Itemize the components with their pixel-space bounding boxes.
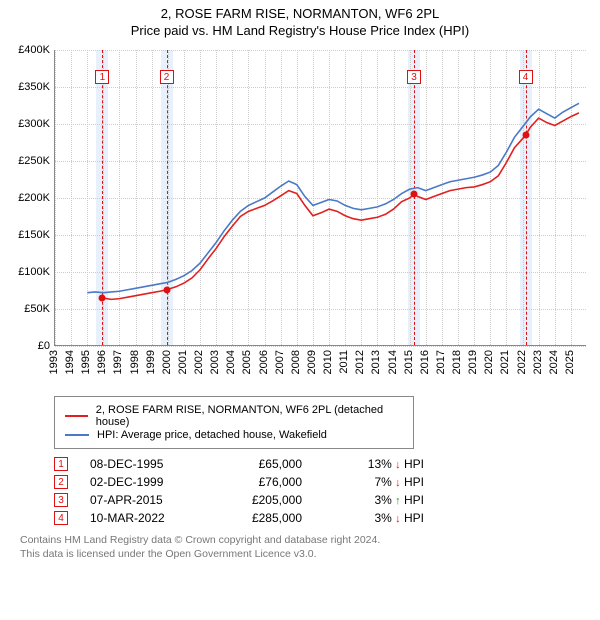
x-axis-label: 2002 <box>193 350 205 374</box>
y-axis-label: £200K <box>10 192 50 204</box>
marker-number-box: 2 <box>160 70 174 84</box>
arrow-up-icon: ↑ <box>395 495 401 507</box>
x-axis-label: 2001 <box>177 350 189 374</box>
sales-marker-box: 2 <box>54 475 68 489</box>
x-axis-label: 2021 <box>499 350 511 374</box>
y-axis-label: £250K <box>10 155 50 167</box>
legend-label: 2, ROSE FARM RISE, NORMANTON, WF6 2PL (d… <box>96 404 403 428</box>
y-axis-label: £400K <box>10 44 50 56</box>
marker-number-box: 1 <box>95 70 109 84</box>
marker-dot <box>163 286 170 293</box>
x-axis-label: 2017 <box>435 350 447 374</box>
sales-row: 3 07-APR-2015 £205,000 3% ↑ HPI <box>54 493 590 507</box>
sales-date: 07-APR-2015 <box>90 493 200 507</box>
sales-row: 2 02-DEC-1999 £76,000 7% ↓ HPI <box>54 475 590 489</box>
sales-table: 1 08-DEC-1995 £65,000 13% ↓ HPI 2 02-DEC-1999… <box>54 457 590 525</box>
x-axis-label: 1994 <box>64 350 76 374</box>
series-line <box>102 113 579 299</box>
footer-line-1: Contains HM Land Registry data © Crown c… <box>20 533 590 547</box>
plot-area: 1 2 3 4 <box>54 50 586 346</box>
sales-marker-box: 1 <box>54 457 68 471</box>
series-lines <box>55 50 587 346</box>
x-axis-label: 2020 <box>483 350 495 374</box>
y-axis-label: £50K <box>10 303 50 315</box>
x-axis-label: 2007 <box>274 350 286 374</box>
sales-pct-vs-hpi: 13% ↓ HPI <box>324 457 424 471</box>
x-axis-label: 2003 <box>209 350 221 374</box>
marker-dot <box>99 294 106 301</box>
y-axis-label: £100K <box>10 266 50 278</box>
x-axis-label: 2011 <box>338 350 350 374</box>
marker-dot <box>411 191 418 198</box>
x-axis-label: 2008 <box>290 350 302 374</box>
footer-attribution: Contains HM Land Registry data © Crown c… <box>20 533 590 561</box>
x-axis-label: 1996 <box>96 350 108 374</box>
x-axis-label: 2025 <box>564 350 576 374</box>
x-axis-label: 2014 <box>387 350 399 374</box>
x-axis-label: 2018 <box>451 350 463 374</box>
sales-pct-vs-hpi: 3% ↓ HPI <box>324 511 424 525</box>
arrow-down-icon: ↓ <box>395 513 401 525</box>
legend-label: HPI: Average price, detached house, Wake… <box>97 429 327 441</box>
series-line <box>87 103 579 292</box>
y-axis-label: £350K <box>10 81 50 93</box>
chart-area: 1 2 3 4 £0 £50K £100K £150K £200K £250K £300K £350K… <box>10 46 590 386</box>
sales-price: £205,000 <box>222 493 302 507</box>
sales-row: 1 08-DEC-1995 £65,000 13% ↓ HPI <box>54 457 590 471</box>
sales-date: 08-DEC-1995 <box>90 457 200 471</box>
x-axis-label: 1997 <box>112 350 124 374</box>
legend-item: 2, ROSE FARM RISE, NORMANTON, WF6 2PL (d… <box>65 404 403 428</box>
arrow-down-icon: ↓ <box>395 477 401 489</box>
x-axis-label: 1998 <box>129 350 141 374</box>
gridline-h <box>55 346 586 347</box>
x-axis-label: 2000 <box>161 350 173 374</box>
legend-swatch <box>65 434 89 436</box>
x-axis-label: 2023 <box>532 350 544 374</box>
x-axis-label: 2004 <box>225 350 237 374</box>
sales-date: 02-DEC-1999 <box>90 475 200 489</box>
legend-item: HPI: Average price, detached house, Wake… <box>65 429 403 441</box>
sales-row: 4 10-MAR-2022 £285,000 3% ↓ HPI <box>54 511 590 525</box>
x-axis-label: 2015 <box>403 350 415 374</box>
x-axis-label: 2019 <box>467 350 479 374</box>
x-axis-label: 2012 <box>354 350 366 374</box>
x-axis-label: 2013 <box>370 350 382 374</box>
marker-number-box: 3 <box>407 70 421 84</box>
x-axis-label: 2010 <box>322 350 334 374</box>
sales-price: £76,000 <box>222 475 302 489</box>
footer-line-2: This data is licensed under the Open Gov… <box>20 547 590 561</box>
sales-pct-vs-hpi: 7% ↓ HPI <box>324 475 424 489</box>
x-axis-label: 2005 <box>241 350 253 374</box>
x-axis-label: 1995 <box>80 350 92 374</box>
x-axis-label: 1999 <box>145 350 157 374</box>
x-axis-label: 2016 <box>419 350 431 374</box>
sales-price: £285,000 <box>222 511 302 525</box>
sales-date: 10-MAR-2022 <box>90 511 200 525</box>
x-axis-label: 1993 <box>48 350 60 374</box>
legend: 2, ROSE FARM RISE, NORMANTON, WF6 2PL (d… <box>54 396 414 449</box>
x-axis-label: 2006 <box>258 350 270 374</box>
chart-subtitle: Price paid vs. HM Land Registry's House … <box>10 23 590 38</box>
marker-number-box: 4 <box>519 70 533 84</box>
x-axis-label: 2024 <box>548 350 560 374</box>
chart-container: 2, ROSE FARM RISE, NORMANTON, WF6 2PL Pr… <box>0 0 600 569</box>
y-axis-label: £150K <box>10 229 50 241</box>
sales-price: £65,000 <box>222 457 302 471</box>
sales-pct-vs-hpi: 3% ↑ HPI <box>324 493 424 507</box>
sales-marker-box: 4 <box>54 511 68 525</box>
y-axis-label: £0 <box>10 340 50 352</box>
x-axis-label: 2022 <box>516 350 528 374</box>
y-axis-label: £300K <box>10 118 50 130</box>
marker-dot <box>522 132 529 139</box>
chart-title: 2, ROSE FARM RISE, NORMANTON, WF6 2PL <box>10 6 590 21</box>
arrow-down-icon: ↓ <box>395 459 401 471</box>
x-axis-label: 2009 <box>306 350 318 374</box>
sales-marker-box: 3 <box>54 493 68 507</box>
legend-swatch <box>65 415 88 417</box>
